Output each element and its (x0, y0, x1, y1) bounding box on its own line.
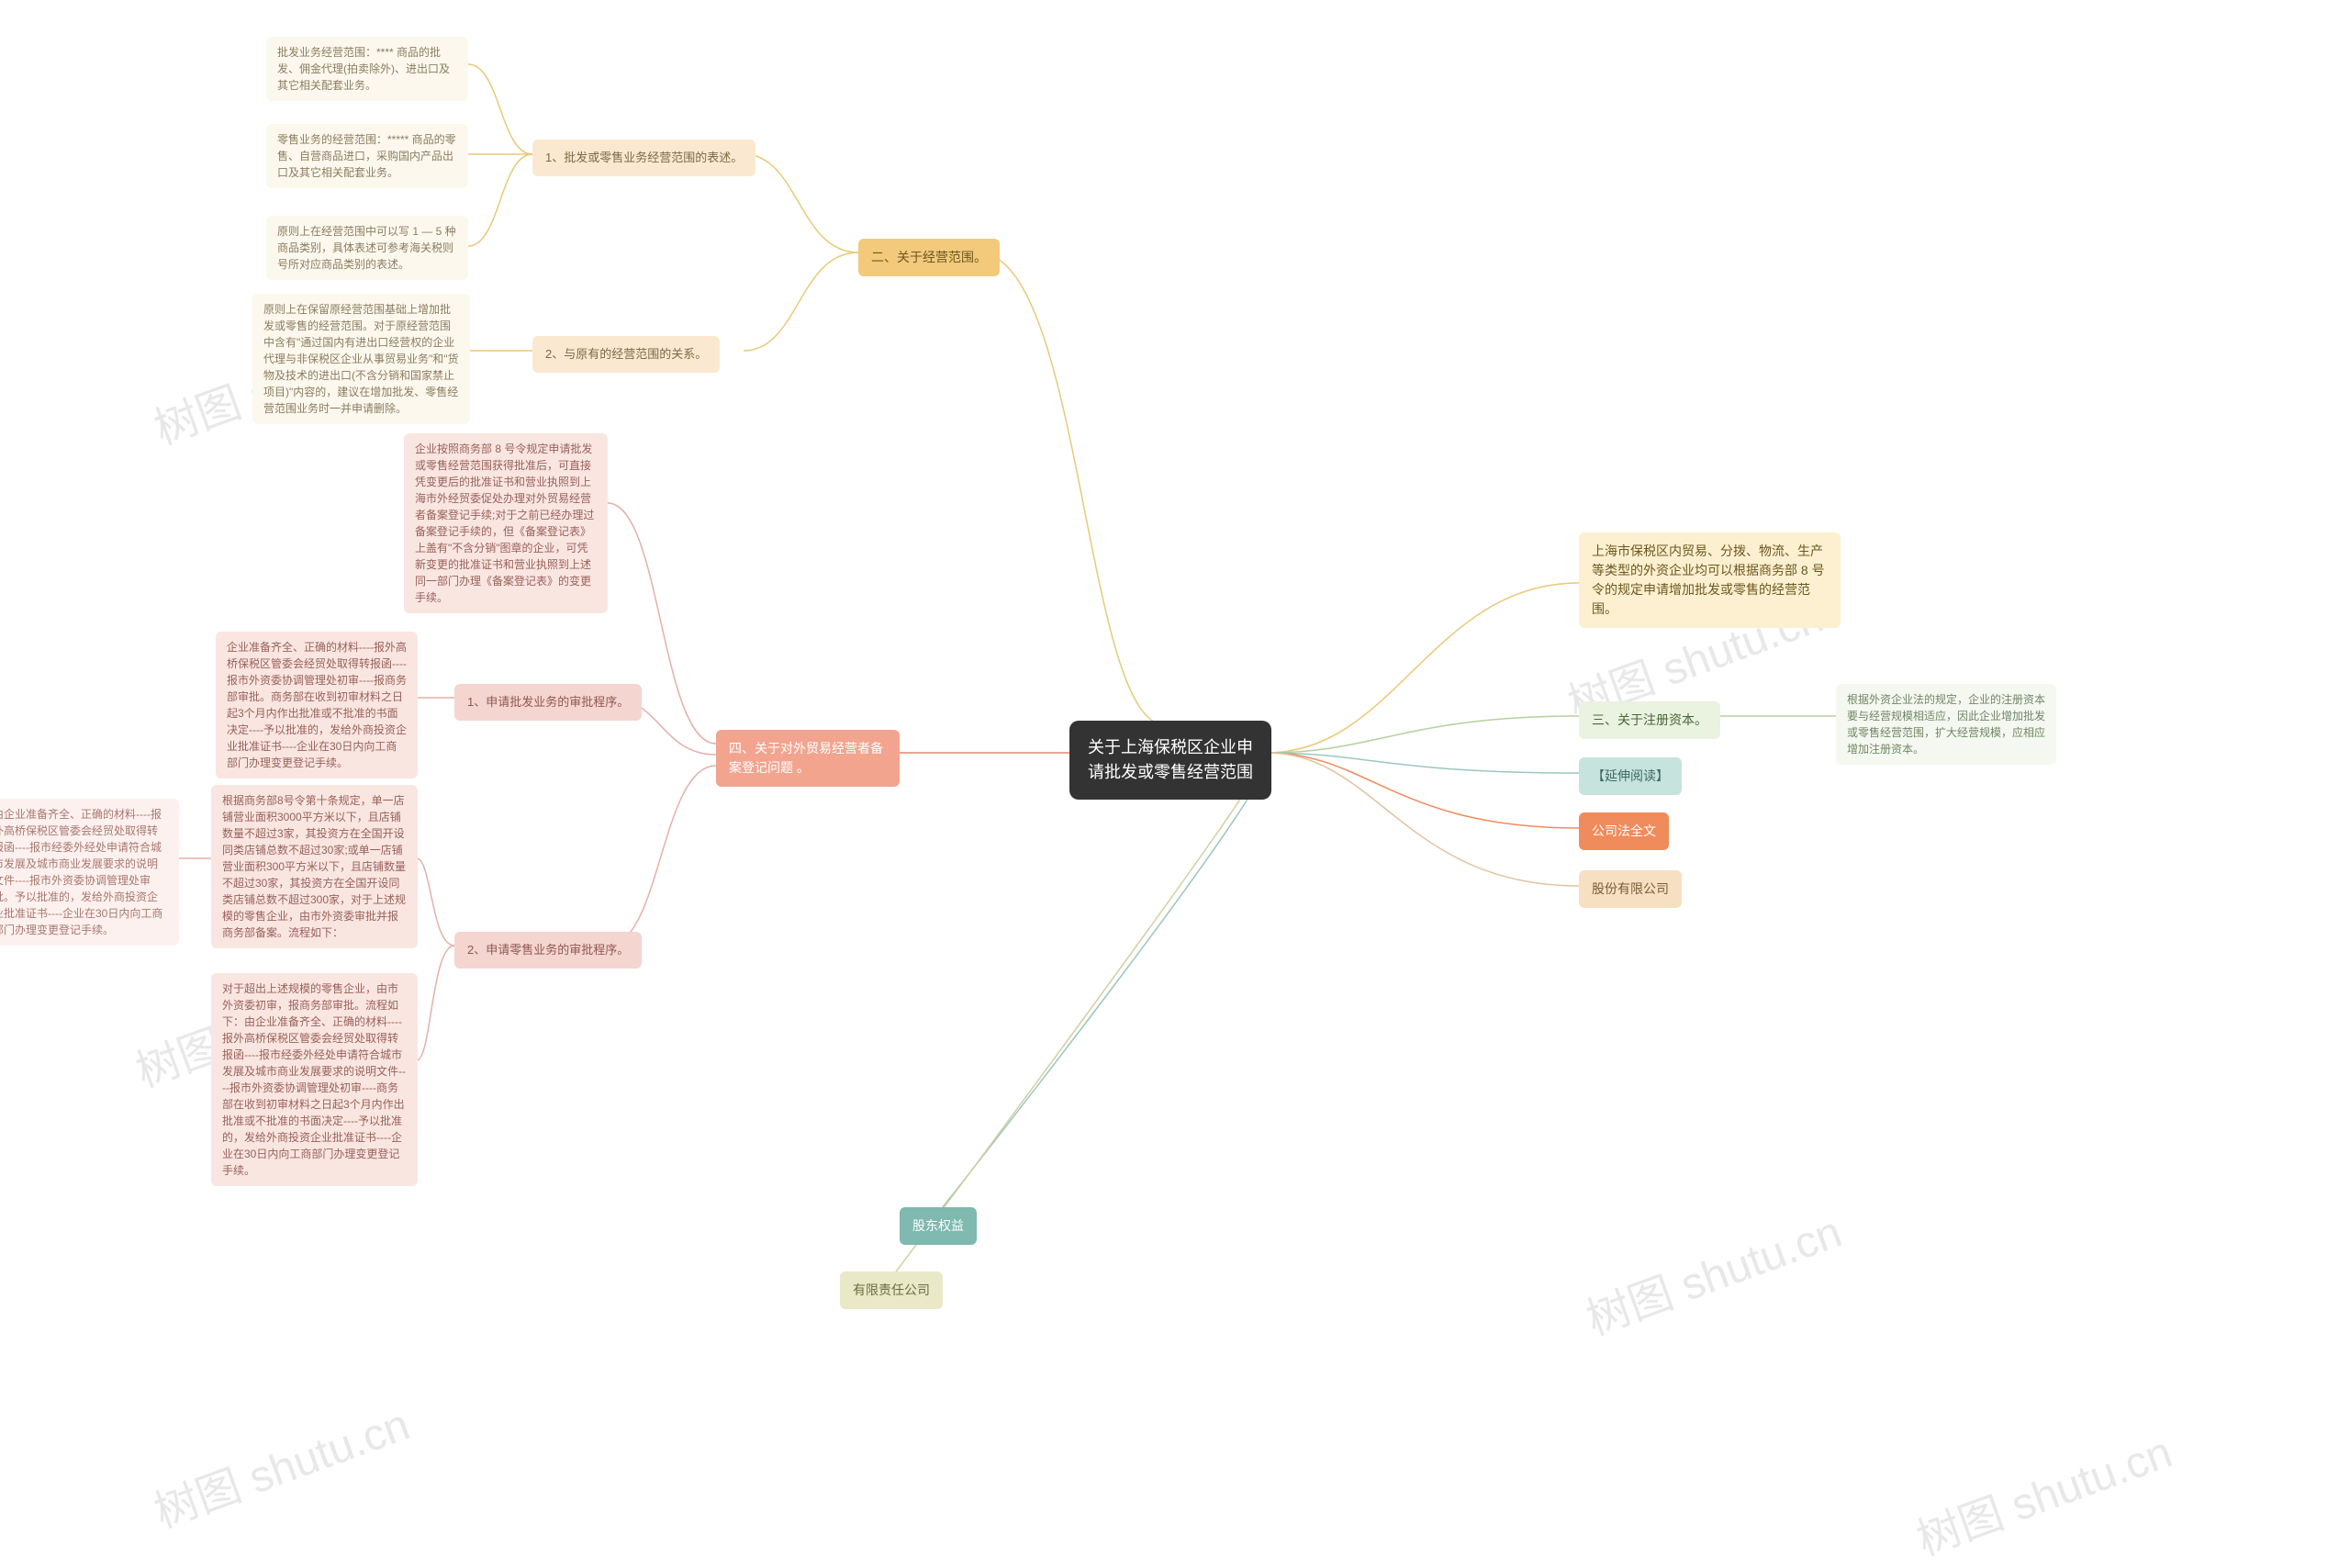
center-node[interactable]: 关于上海保税区企业申请批发或零售经营范围 (1069, 721, 1271, 800)
branch-2-1-d2: 零售业务的经营范围：***** 商品的零售、自营商品进口，采购国内产品出口及其它… (266, 124, 468, 188)
branch-r6[interactable]: 股东权益 (900, 1207, 977, 1245)
branch-4-1-d: 企业准备齐全、正确的材料----报外高桥保税区管委会经贸处取得转报函----报市… (216, 632, 418, 778)
branch-2-2-d1: 原则上在保留原经营范围基础上增加批发或零售的经营范围。对于原经营范围中含有"通过… (252, 294, 470, 424)
branch-4-2-d1-sub: 由企业准备齐全、正确的材料----报外高桥保税区管委会经贸处取得转报函----报… (0, 799, 179, 946)
branch-r3[interactable]: 【延伸阅读】 (1579, 757, 1682, 795)
branch-2-2[interactable]: 2、与原有的经营范围的关系。 (532, 336, 720, 373)
branch-2-1-d3: 原则上在经营范围中可以写 1 — 5 种商品类别，具体表述可参考海关税则号所对应… (266, 216, 468, 280)
branch-r4[interactable]: 公司法全文 (1579, 812, 1669, 850)
branch-2-1[interactable]: 1、批发或零售业务经营范围的表述。 (532, 140, 755, 176)
branch-4-1[interactable]: 1、申请批发业务的审批程序。 (454, 684, 642, 721)
watermark: 树图 shutu.cn (1907, 1416, 2179, 1567)
branch-4-2-d1: 根据商务部8号令第十条规定，单一店铺营业面积3000平方米以下，且店铺数量不超过… (211, 785, 418, 948)
branch-r1[interactable]: 上海市保税区内贸易、分拨、物流、生产等类型的外资企业均可以根据商务部 8 号令的… (1579, 532, 1841, 628)
branch-2[interactable]: 二、关于经营范围。 (858, 239, 1000, 276)
branch-r2-detail: 根据外资企业法的规定，企业的注册资本要与经营规模相适应，因此企业增加批发或零售经… (1836, 684, 2056, 765)
branch-2-1-d1: 批发业务经营范围：**** 商品的批发、佣金代理(拍卖除外)、进出口及其它相关配… (266, 37, 468, 101)
branch-4-2[interactable]: 2、申请零售业务的审批程序。 (454, 932, 642, 969)
branch-4[interactable]: 四、关于对外贸易经营者备案登记问题 。 (716, 730, 900, 787)
branch-r2[interactable]: 三、关于注册资本。 (1579, 701, 1720, 739)
branch-4-top: 企业按照商务部 8 号令规定申请批发或零售经营范围获得批准后，可直接凭变更后的批… (404, 433, 608, 613)
branch-r5[interactable]: 股份有限公司 (1579, 870, 1682, 908)
branch-4-2-d2: 对于超出上述规模的零售企业，由市外资委初审，报商务部审批。流程如下：由企业准备齐… (211, 973, 418, 1186)
watermark: 树图 shutu.cn (1576, 1195, 1849, 1347)
watermark: 树图 shutu.cn (144, 1388, 417, 1540)
branch-r7[interactable]: 有限责任公司 (840, 1271, 943, 1309)
